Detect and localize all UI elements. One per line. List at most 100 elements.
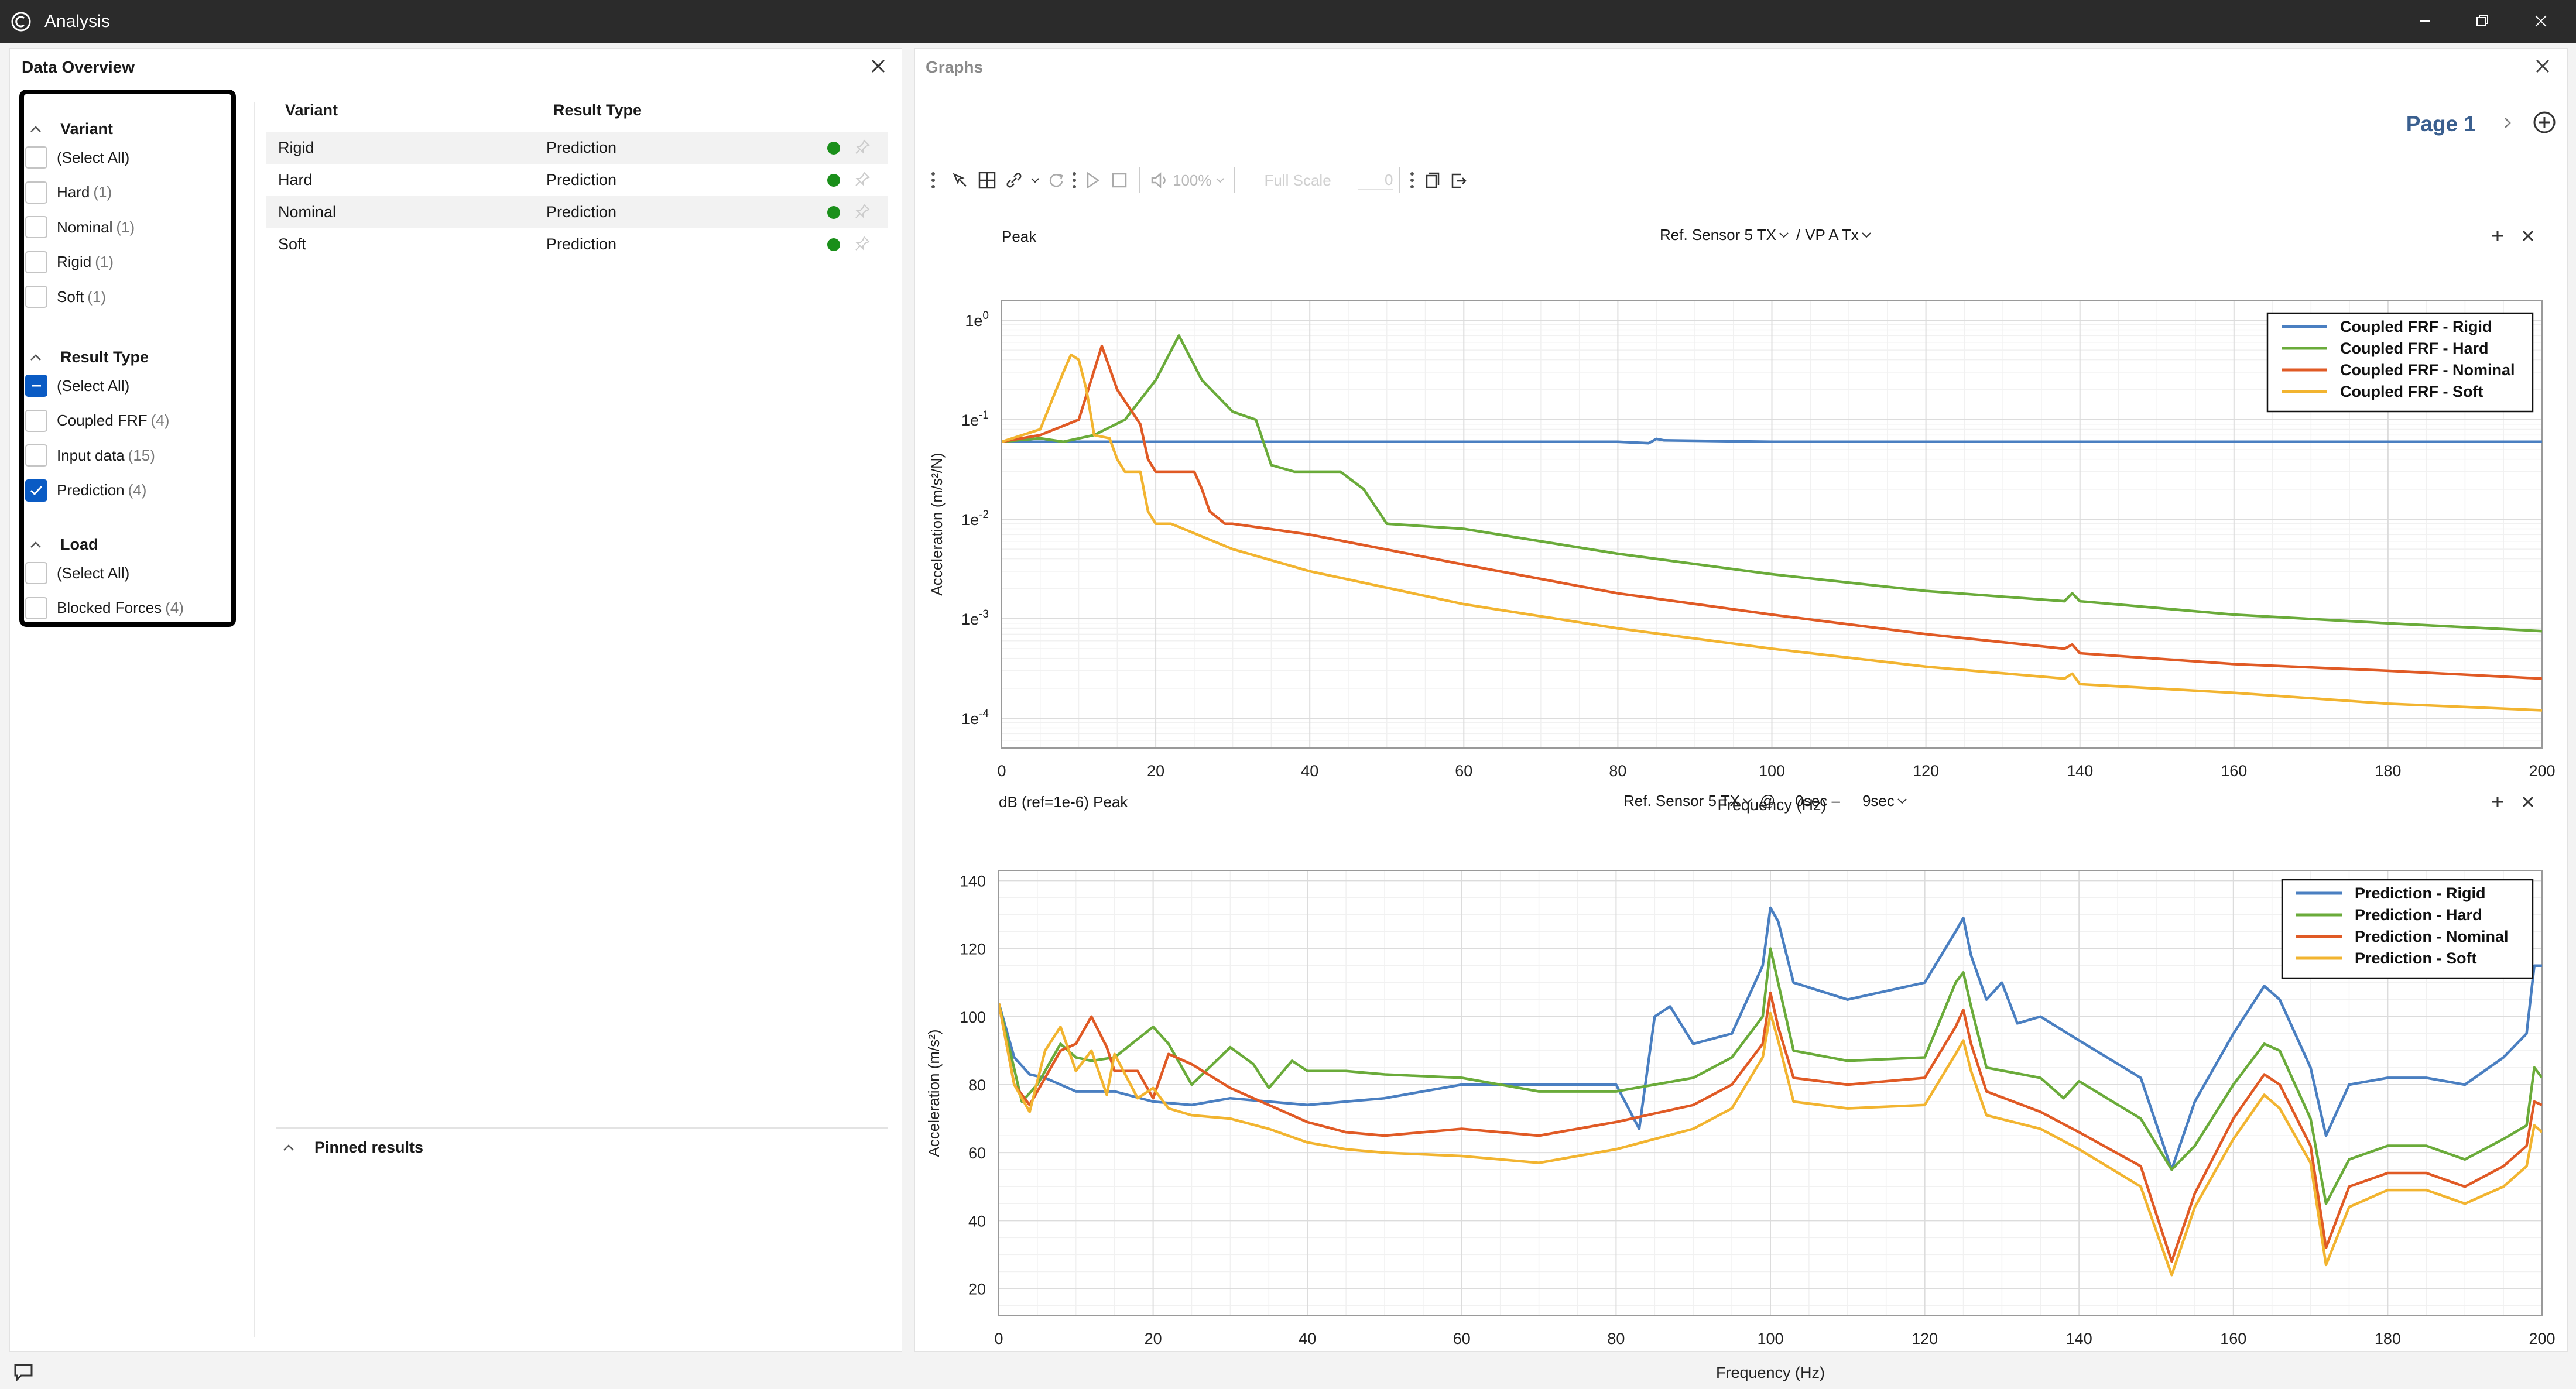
chart2-end-time[interactable]: 9sec xyxy=(1862,792,1895,810)
filter-option[interactable]: Nominal (1) xyxy=(25,215,135,239)
legend-label: Coupled FRF - Soft xyxy=(2340,383,2483,400)
chevron-down-icon xyxy=(1862,232,1871,238)
refresh-icon[interactable] xyxy=(1043,167,1070,194)
filter-option[interactable]: Prediction (4) xyxy=(25,479,146,502)
legend-label: Prediction - Soft xyxy=(2355,949,2477,967)
chart1-selector[interactable]: Ref. Sensor 5 TX / VP A Tx xyxy=(1660,226,1874,244)
speaker-icon[interactable] xyxy=(1146,167,1173,194)
chart2-reference[interactable]: Ref. Sensor 5 TX xyxy=(1623,792,1740,810)
chart1-response[interactable]: VP A Tx xyxy=(1805,226,1859,243)
filter-checkbox[interactable] xyxy=(25,444,47,467)
filter-section-header[interactable]: Load xyxy=(28,536,98,554)
expand-chart-icon[interactable] xyxy=(2488,226,2508,246)
chart1-separator: / xyxy=(1796,226,1801,243)
table-row[interactable]: Soft Prediction xyxy=(266,228,888,260)
close-graphs-icon[interactable] xyxy=(2531,54,2554,78)
filter-section-header[interactable]: Result Type xyxy=(28,348,149,366)
chart2-selector[interactable]: Ref. Sensor 5 TX @ 0sec – 9sec xyxy=(1623,792,1910,810)
filter-checkbox[interactable] xyxy=(25,146,47,169)
comment-icon[interactable] xyxy=(12,1361,35,1383)
close-chart-icon[interactable] xyxy=(2518,792,2538,812)
filter-option[interactable]: (Select All) xyxy=(25,561,133,585)
x-tick-label: 160 xyxy=(2221,762,2247,780)
filter-checkbox[interactable] xyxy=(25,409,47,432)
x-tick-label: 120 xyxy=(1913,762,1939,780)
filter-option[interactable]: (Select All) xyxy=(25,146,133,169)
stop-icon[interactable] xyxy=(1106,167,1133,194)
filter-checkbox[interactable] xyxy=(25,596,47,619)
chevron-down-icon[interactable] xyxy=(1212,167,1228,194)
cursor-tool-icon[interactable] xyxy=(947,167,974,194)
filter-option[interactable]: Soft (1) xyxy=(25,285,106,308)
filter-option[interactable]: Blocked Forces (4) xyxy=(25,596,184,620)
scale-label[interactable]: Full Scale xyxy=(1264,171,1331,189)
filter-option[interactable]: Input data (15) xyxy=(25,444,155,467)
table-row[interactable]: Rigid Prediction xyxy=(266,132,888,164)
pin-icon[interactable] xyxy=(853,234,872,253)
table-row[interactable]: Hard Prediction xyxy=(266,164,888,196)
filter-option-label: Rigid xyxy=(57,253,92,270)
pinned-results-label: Pinned results xyxy=(314,1138,424,1156)
restore-icon xyxy=(2476,15,2488,26)
zoom-level[interactable]: 100% xyxy=(1173,171,1212,189)
column-header-result-type[interactable]: Result Type xyxy=(553,101,642,119)
filter-checkbox[interactable] xyxy=(25,479,47,502)
expand-chart-icon[interactable] xyxy=(2488,792,2508,812)
chart2-svg[interactable]: 0 20 40 60 80 100 120 140 160 180 200 20 40 60 80 100 12… xyxy=(915,807,2568,1387)
pin-icon[interactable] xyxy=(853,138,872,156)
filter-checkbox[interactable] xyxy=(25,375,47,397)
close-window-button[interactable] xyxy=(2512,5,2570,37)
column-header-variant[interactable]: Variant xyxy=(285,101,338,119)
y-tick-mantissa: 1e xyxy=(961,611,979,628)
panel-divider[interactable] xyxy=(254,102,255,1337)
window-title: Analysis xyxy=(44,12,110,31)
chart1-reference[interactable]: Ref. Sensor 5 TX xyxy=(1660,226,1776,243)
filter-option[interactable]: (Select All) xyxy=(25,374,133,397)
app-logo-icon xyxy=(11,12,31,32)
series-line xyxy=(1002,353,2542,712)
filter-checkbox[interactable] xyxy=(25,216,47,238)
scale-value[interactable]: 0 xyxy=(1358,171,1393,190)
checkmark-icon xyxy=(30,485,43,495)
pin-icon[interactable] xyxy=(853,170,872,188)
close-panel-icon[interactable] xyxy=(866,54,890,78)
chevron-down-icon[interactable] xyxy=(1027,167,1043,194)
filter-box xyxy=(19,90,236,627)
y-tick-exponent: -1 xyxy=(979,409,989,421)
x-tick-label: 160 xyxy=(2220,1330,2246,1347)
export-icon[interactable] xyxy=(1445,167,1472,194)
chevron-right-icon[interactable] xyxy=(2499,114,2516,132)
add-page-icon[interactable] xyxy=(2532,110,2557,135)
x-tick-label: 60 xyxy=(1455,762,1472,780)
filter-checkbox[interactable] xyxy=(25,562,47,584)
filter-option[interactable]: Hard (1) xyxy=(25,181,112,204)
filter-option[interactable]: Rigid (1) xyxy=(25,251,114,274)
restore-button[interactable] xyxy=(2453,5,2512,37)
minimize-icon xyxy=(2420,20,2430,22)
filter-section-header[interactable]: Variant xyxy=(28,120,113,138)
toolbar-separator xyxy=(1139,167,1140,193)
x-tick-label: 40 xyxy=(1301,762,1318,780)
grid-tool-icon[interactable] xyxy=(974,167,1001,194)
chart2-start-time[interactable]: 0sec – xyxy=(1795,792,1840,810)
chart1-svg[interactable]: 0 20 40 60 80 100 120 140 160 180 2001e01e-11e-21e… xyxy=(915,242,2568,833)
filter-option[interactable]: Coupled FRF (4) xyxy=(25,409,169,433)
close-chart-icon[interactable] xyxy=(2518,226,2538,246)
filter-checkbox[interactable] xyxy=(25,251,47,273)
filter-checkbox[interactable] xyxy=(25,286,47,308)
minimize-button[interactable] xyxy=(2396,5,2454,37)
table-row[interactable]: Nominal Prediction xyxy=(266,196,888,228)
y-tick-exponent: -2 xyxy=(979,509,989,521)
page-label[interactable]: Page 1 xyxy=(2406,112,2476,136)
x-axis-label: Frequency (Hz) xyxy=(1716,1364,1825,1381)
pin-icon[interactable] xyxy=(853,202,872,221)
title-bar: Analysis xyxy=(0,0,2576,43)
filter-option-label: Blocked Forces xyxy=(57,599,162,616)
link-icon[interactable] xyxy=(1001,167,1027,194)
legend-box xyxy=(2266,312,2534,413)
copy-icon[interactable] xyxy=(1418,167,1445,194)
filter-checkbox[interactable] xyxy=(25,181,47,204)
pinned-results-toggle[interactable]: Pinned results xyxy=(280,1138,423,1157)
x-tick-label: 180 xyxy=(2375,1330,2401,1347)
play-icon[interactable] xyxy=(1079,167,1106,194)
